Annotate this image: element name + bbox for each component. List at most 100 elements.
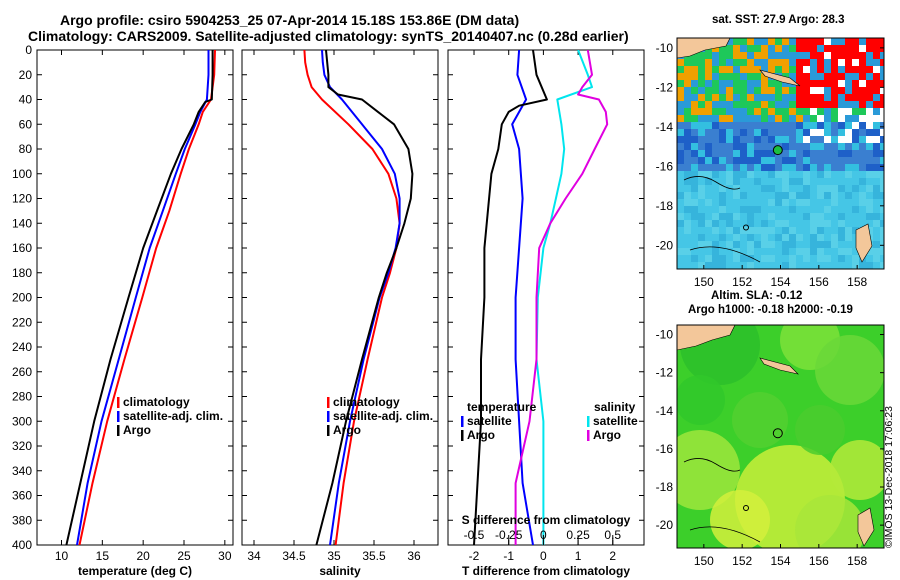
- sst-cell: [789, 192, 796, 199]
- y-tick-label: 60: [19, 117, 33, 131]
- sst-cell: [768, 38, 775, 45]
- sst-cell: [705, 213, 712, 220]
- sst-cell: [740, 38, 747, 45]
- sst-cell: [845, 108, 852, 115]
- sst-cell: [859, 157, 866, 164]
- sst-cell: [866, 150, 873, 157]
- sst-cell: [698, 66, 705, 73]
- sst-cell: [775, 80, 782, 87]
- y-tick-label: 180: [12, 266, 32, 280]
- sst-cell: [831, 73, 838, 80]
- series-group: [473, 50, 609, 545]
- sst-cell: [789, 164, 796, 171]
- sst-cell: [775, 38, 782, 45]
- sst-cell: [719, 164, 726, 171]
- y-tick-label: 80: [19, 142, 33, 156]
- x-tick-label: 35: [327, 549, 341, 563]
- legend-label: climatology: [333, 395, 400, 409]
- sst-cell: [866, 213, 873, 220]
- sst-cell: [761, 234, 768, 241]
- sst-cell: [684, 59, 691, 66]
- sst-cell: [726, 87, 733, 94]
- map-y-tick-label: -20: [656, 238, 674, 252]
- sst-cell: [782, 241, 789, 248]
- sst-cell: [719, 45, 726, 52]
- series-line-temperature-argo: [473, 50, 548, 545]
- sst-cell: [691, 108, 698, 115]
- sst-cell: [726, 157, 733, 164]
- sst-cell: [810, 143, 817, 150]
- sst-cell: [726, 150, 733, 157]
- sst-cell: [747, 143, 754, 150]
- sst-cell: [747, 157, 754, 164]
- sst-cell: [768, 213, 775, 220]
- sst-cell: [838, 164, 845, 171]
- sst-cell: [712, 248, 719, 255]
- sst-cell: [803, 108, 810, 115]
- sst-cell: [831, 66, 838, 73]
- map-x-tick-label: 158: [847, 275, 867, 289]
- sst-cell: [810, 101, 817, 108]
- sst-cell: [803, 199, 810, 206]
- sst-cell: [880, 73, 884, 80]
- sst-cell: [838, 234, 845, 241]
- s-tick-label: -0.25: [495, 528, 523, 542]
- sst-cell: [796, 164, 803, 171]
- sst-cell: [838, 178, 845, 185]
- sst-cell: [761, 241, 768, 248]
- sst-cell: [789, 38, 796, 45]
- sst-cell: [747, 206, 754, 213]
- sst-cell: [873, 199, 880, 206]
- sst-cell: [712, 115, 719, 122]
- sst-cell: [831, 255, 838, 262]
- sst-cell: [733, 45, 740, 52]
- sst-cell: [796, 199, 803, 206]
- sst-cell: [796, 234, 803, 241]
- sst-cell: [852, 94, 859, 101]
- sst-cell: [803, 101, 810, 108]
- map-y-tick-label: -18: [656, 199, 674, 213]
- sst-cell: [754, 38, 761, 45]
- map-y-tick-label: -10: [656, 328, 674, 342]
- sst-cell: [726, 171, 733, 178]
- sst-cell: [691, 143, 698, 150]
- sst-cell: [747, 87, 754, 94]
- sst-cell: [803, 234, 810, 241]
- sst-cell: [796, 248, 803, 255]
- x-tick-label: 25: [177, 549, 191, 563]
- sst-cell: [810, 262, 817, 269]
- sst-cell: [810, 227, 817, 234]
- sst-cell: [789, 143, 796, 150]
- sst-cell: [705, 143, 712, 150]
- sst-cell: [817, 255, 824, 262]
- sst-cell: [880, 199, 884, 206]
- sst-cell: [831, 227, 838, 234]
- sst-cell: [810, 87, 817, 94]
- sst-cell: [810, 80, 817, 87]
- sst-cell: [768, 157, 775, 164]
- sst-cell: [796, 157, 803, 164]
- legend-title-salinity: salinity: [594, 400, 636, 414]
- sst-cell: [824, 206, 831, 213]
- sst-cell: [803, 178, 810, 185]
- sst-cell: [747, 101, 754, 108]
- sla-blob: [710, 490, 770, 548]
- sst-cell: [719, 122, 726, 129]
- sst-cell: [810, 38, 817, 45]
- sst-cell: [691, 150, 698, 157]
- sst-cell: [768, 241, 775, 248]
- sst-cell: [740, 157, 747, 164]
- land-png: [677, 325, 736, 351]
- sst-cell: [859, 143, 866, 150]
- sst-cell: [768, 94, 775, 101]
- sst-cell: [845, 73, 852, 80]
- map-y-tick-label: -16: [656, 159, 674, 173]
- sst-cell: [761, 73, 768, 80]
- sst-cell: [859, 38, 866, 45]
- sst-cell: [859, 262, 866, 269]
- sst-cell: [719, 185, 726, 192]
- sst-cell: [733, 192, 740, 199]
- sst-cell: [782, 115, 789, 122]
- sst-cell: [817, 241, 824, 248]
- sst-cell: [677, 122, 684, 129]
